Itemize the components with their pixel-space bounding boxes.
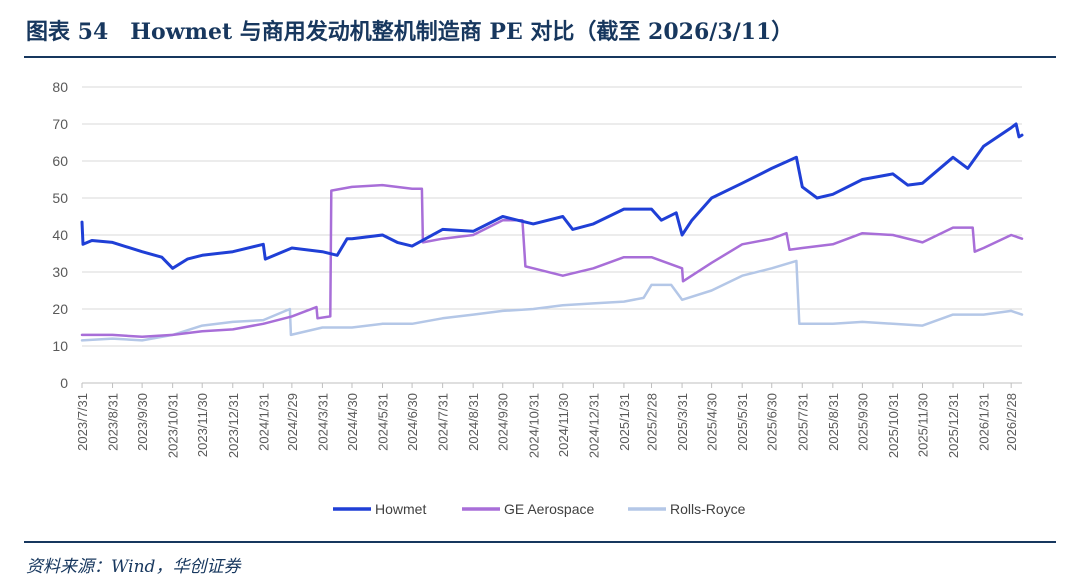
series-line-ge-aerospace (80, 183, 1024, 339)
x-tick-label: 2023/7/31 (75, 393, 90, 451)
y-tick-label: 60 (52, 153, 68, 169)
x-axis: 2023/7/31 2023/8/31 2023/9/30 2023/10/31 202… (75, 383, 1019, 458)
x-tick-label: 2024/2/29 (285, 393, 300, 451)
y-tick-label: 40 (52, 227, 68, 243)
y-tick-label: 0 (60, 375, 68, 391)
y-tick-label: 50 (52, 190, 68, 206)
x-tick-label: 2025/4/30 (705, 393, 720, 451)
x-tick-label: 2023/12/31 (226, 393, 241, 458)
y-tick-label: 10 (52, 338, 68, 354)
legend-label: GE Aerospace (504, 501, 594, 517)
x-tick-label: 2025/1/31 (617, 393, 632, 451)
x-tick-label: 2024/7/31 (436, 393, 451, 451)
x-tick-label: 2024/12/31 (586, 393, 601, 458)
y-tick-label: 30 (52, 264, 68, 280)
x-tick-label: 2026/2/28 (1004, 393, 1019, 451)
x-tick-label: 2025/3/31 (675, 393, 690, 451)
x-tick-label: 2025/8/31 (826, 393, 841, 451)
x-tick-label: 2025/12/31 (946, 393, 961, 458)
x-tick-label: 2025/7/31 (795, 393, 810, 451)
x-tick-label: 2023/8/31 (106, 393, 121, 451)
x-tick-label: 2024/8/31 (466, 393, 481, 451)
x-tick-label: 2025/5/31 (735, 393, 750, 451)
legend-label: Howmet (375, 501, 426, 517)
x-tick-label: 2023/10/31 (166, 393, 181, 458)
series-lines (80, 122, 1024, 342)
x-tick-label: 2025/2/28 (645, 393, 660, 451)
legend: Howmet GE Aerospace Rolls-Royce (333, 501, 746, 517)
x-tick-label: 2024/5/31 (376, 393, 391, 451)
series-line-rolls-royce (80, 259, 1024, 342)
x-tick-label: 2023/9/30 (135, 393, 150, 451)
source-note: 资料来源：Wind，华创证券 (26, 557, 241, 577)
gridlines (82, 86, 1022, 384)
top-divider (24, 56, 1056, 58)
x-tick-label: 2025/6/30 (765, 393, 780, 451)
x-tick-label: 2024/1/31 (256, 393, 271, 451)
x-tick-label: 2024/10/31 (526, 393, 541, 458)
y-tick-label: 80 (52, 79, 68, 95)
x-tick-label: 2026/1/31 (977, 393, 992, 451)
x-tick-label: 2023/11/30 (195, 393, 210, 457)
x-tick-label: 2024/6/30 (405, 393, 420, 451)
x-tick-label: 2025/11/30 (915, 393, 930, 457)
x-tick-label: 2025/9/30 (855, 393, 870, 451)
y-tick-label: 20 (52, 301, 68, 317)
y-axis-ticks: 0 10 20 30 40 50 60 70 80 (52, 79, 68, 391)
x-tick-label: 2024/11/30 (556, 393, 571, 457)
bottom-divider (24, 541, 1056, 543)
x-tick-label: 2024/9/30 (496, 393, 511, 451)
x-tick-label: 2025/10/31 (886, 393, 901, 458)
legend-label: Rolls-Royce (670, 501, 746, 517)
y-tick-label: 70 (52, 116, 68, 132)
chart-title: 图表 54 Howmet 与商用发动机整机制造商 PE 对比（截至 2026/3… (26, 19, 794, 45)
x-tick-label: 2024/3/31 (315, 393, 330, 451)
series-line-howmet (80, 122, 1024, 270)
x-tick-label: 2024/4/30 (345, 393, 360, 451)
